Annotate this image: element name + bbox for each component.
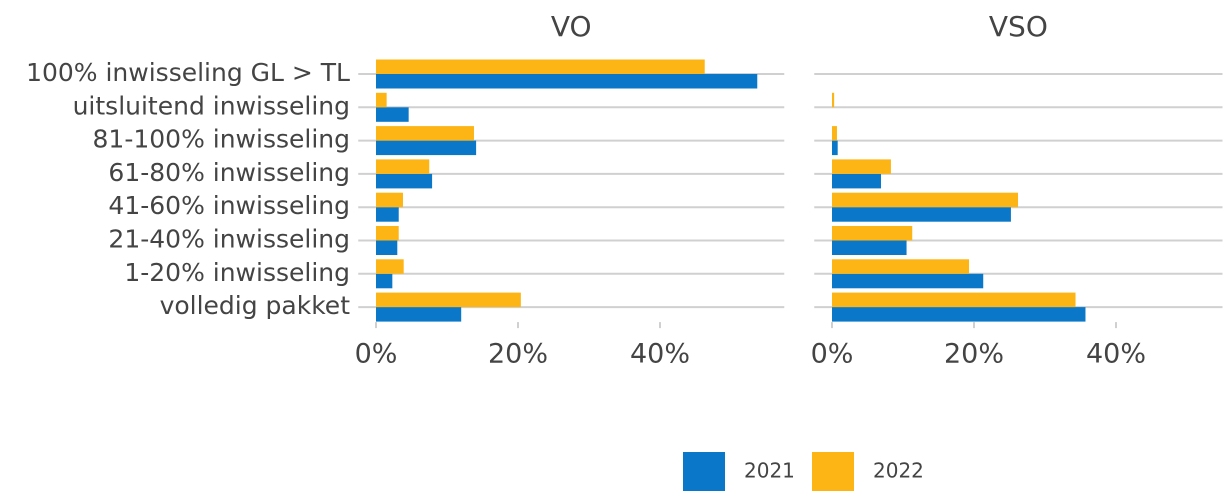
bar — [376, 192, 403, 208]
bar — [376, 273, 393, 289]
bar — [376, 307, 462, 322]
y-tick-label: volledig pakket — [160, 291, 351, 320]
legend-swatch — [683, 452, 725, 491]
y-tick-label: 1-20% inwisseling — [124, 258, 350, 287]
bar — [832, 273, 984, 289]
bar — [832, 140, 838, 156]
bar — [376, 226, 399, 241]
bar — [376, 207, 399, 222]
legend-label: 2021 — [744, 459, 795, 483]
legend-label: 2022 — [873, 459, 924, 483]
bar — [376, 292, 521, 308]
bar — [376, 74, 758, 89]
bar — [376, 107, 409, 122]
bar — [832, 307, 1086, 322]
bar — [376, 173, 433, 189]
x-tick-label: 0% — [355, 339, 398, 370]
bar — [832, 240, 907, 255]
facet-title: VSO — [989, 10, 1048, 43]
y-tick-label: 100% inwisseling GL > TL — [26, 58, 350, 87]
bar — [376, 259, 404, 274]
bar — [832, 226, 913, 241]
bar — [376, 159, 430, 174]
bar — [832, 192, 1019, 208]
bar — [376, 140, 477, 156]
x-tick-label: 20% — [944, 339, 1004, 370]
y-tick-label: 21-40% inwisseling — [108, 225, 350, 254]
facet-title: VO — [551, 10, 592, 43]
bar — [376, 240, 398, 255]
bar — [832, 292, 1076, 308]
bar — [832, 173, 881, 189]
bar — [832, 92, 835, 108]
bar — [832, 126, 837, 141]
y-tick-label: 41-60% inwisseling — [108, 191, 350, 220]
y-tick-label: 81-100% inwisseling — [93, 125, 350, 154]
bar — [832, 207, 1011, 222]
y-tick-label: 61-80% inwisseling — [108, 158, 350, 187]
bar — [832, 159, 891, 174]
bar — [832, 259, 970, 274]
x-tick-label: 0% — [811, 339, 854, 370]
bar — [376, 59, 705, 74]
x-tick-label: 40% — [1086, 339, 1146, 370]
y-tick-label: uitsluitend inwisseling — [73, 91, 350, 120]
legend-swatch — [812, 452, 854, 491]
bar — [376, 126, 474, 141]
x-tick-label: 40% — [630, 339, 690, 370]
bar — [376, 92, 387, 108]
x-tick-label: 20% — [488, 339, 548, 370]
